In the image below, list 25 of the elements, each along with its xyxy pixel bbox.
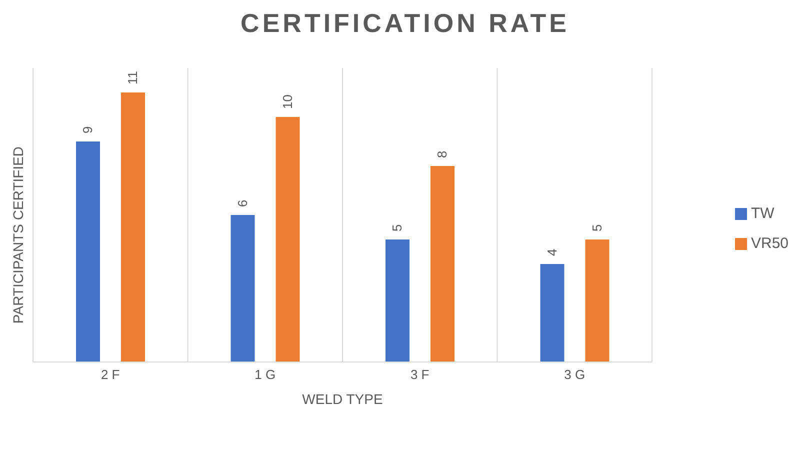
x-tick-label: 3 F	[410, 367, 430, 382]
bar	[585, 240, 610, 362]
x-axis-title: WELD TYPE	[302, 391, 383, 407]
x-tick-label: 2 F	[100, 367, 120, 382]
bar	[386, 240, 410, 362]
data-label: 11	[125, 71, 140, 84]
bar	[230, 215, 255, 362]
data-label: 4	[544, 248, 560, 256]
x-tick-label: 3 G	[564, 367, 586, 382]
bar	[540, 264, 564, 362]
data-label: 10	[280, 94, 295, 109]
legend-label: VR50	[751, 234, 789, 252]
data-label: 8	[434, 150, 450, 158]
legend-label: TW	[751, 204, 774, 222]
x-tick-label: 1 G	[254, 367, 276, 382]
bar	[121, 92, 145, 362]
y-axis-title: PARTICIPANTS CERTIFIED	[10, 145, 27, 326]
data-label: 5	[589, 224, 604, 232]
data-label: 6	[234, 200, 250, 207]
bar	[76, 142, 100, 362]
data-label: 9	[80, 126, 95, 134]
bar	[276, 117, 300, 362]
chart-title: CERTIFICATION RATE	[240, 8, 570, 39]
bar	[430, 166, 454, 362]
data-label: 5	[390, 224, 404, 232]
